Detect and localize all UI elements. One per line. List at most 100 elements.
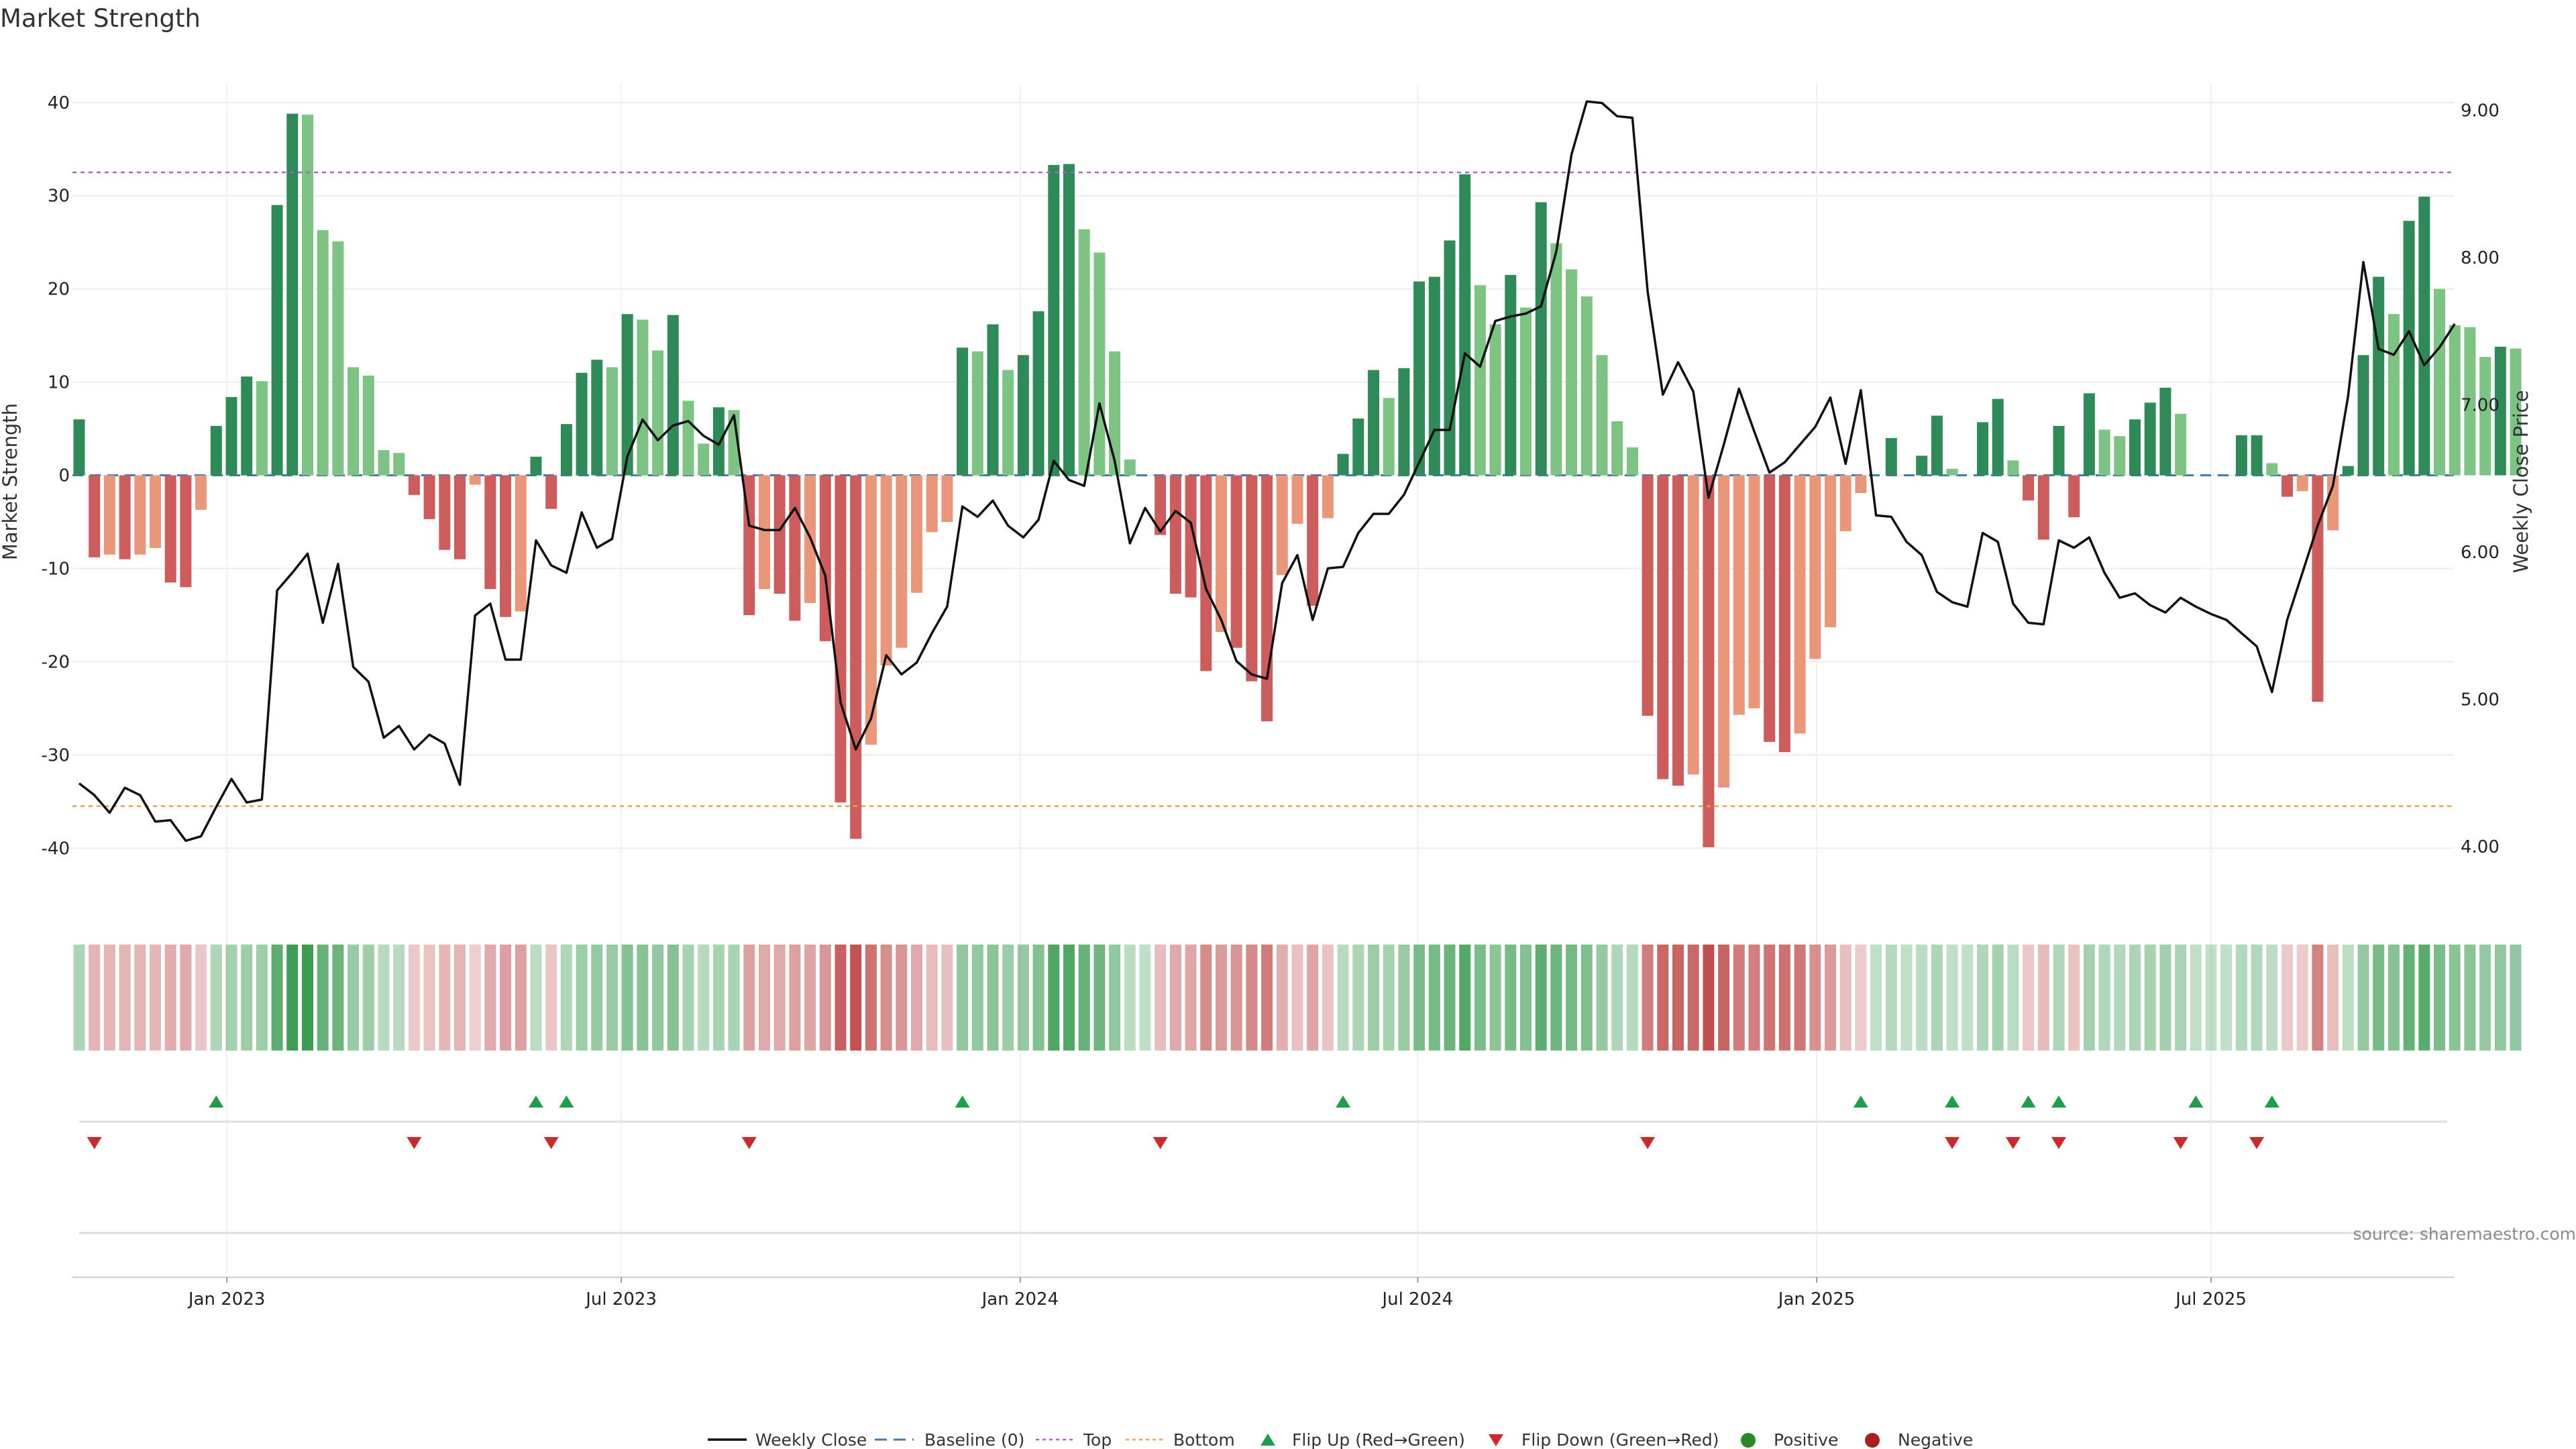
heatmap-cell	[1672, 945, 1684, 1051]
heatmap-cell	[1444, 945, 1456, 1051]
heatmap-cell	[2144, 945, 2156, 1051]
flip-down-marker	[2051, 1137, 2066, 1149]
legend-top-label: Top	[1083, 1430, 1112, 1449]
heatmap-cell	[1169, 945, 1181, 1051]
x-tick-label: Jul 2025	[2174, 1289, 2247, 1309]
heatmap-cell	[926, 945, 938, 1051]
heatmap-cell	[1048, 945, 1060, 1051]
heatmap-cell	[408, 945, 420, 1051]
strength-bar	[1383, 398, 1395, 476]
y-right-label: Weekly Close Price	[2510, 390, 2532, 574]
strength-bar	[515, 475, 527, 612]
strength-bar	[652, 350, 664, 476]
strength-bar	[393, 453, 405, 476]
strength-bar	[728, 410, 740, 476]
strength-bar	[2357, 355, 2369, 476]
heatmap-cell	[987, 945, 999, 1051]
strength-bar	[1216, 475, 1227, 632]
strength-bar	[1017, 355, 1029, 476]
strength-bar	[2479, 357, 2491, 476]
strength-bar	[1048, 164, 1060, 476]
heatmap-cell	[1368, 945, 1379, 1051]
strength-bar	[2510, 348, 2522, 476]
heatmap-cell	[89, 945, 101, 1051]
strength-bar	[2068, 475, 2080, 518]
y-left-ticks: 40 30 20 10 0 -10 -20 -30 -40	[42, 93, 70, 859]
heatmap-cell	[1839, 945, 1851, 1051]
legend-top: Top	[1036, 1430, 1112, 1449]
strength-bar	[1611, 421, 1623, 476]
strength-bar	[1124, 459, 1136, 476]
strength-bar	[1169, 475, 1181, 594]
strength-bar	[1855, 475, 1867, 493]
heatmap-cell	[1489, 945, 1501, 1051]
heatmap-cell	[2220, 945, 2233, 1051]
heatmap-cell	[850, 945, 862, 1051]
heatmap-cell	[2464, 945, 2476, 1051]
heatmap-cell	[2068, 945, 2080, 1051]
y-left-tick-label: 0	[58, 466, 70, 486]
heatmap-cell	[2479, 945, 2491, 1051]
strength-bar	[2296, 475, 2308, 492]
strength-bar	[835, 475, 847, 803]
heatmap-cell	[1474, 945, 1486, 1051]
strength-bar	[347, 367, 360, 476]
heatmap-cell	[119, 945, 131, 1051]
y-left-tick-label: 40	[48, 93, 70, 113]
strength-bar	[1093, 252, 1106, 476]
strength-bar	[378, 450, 390, 476]
heatmap-cell	[500, 945, 512, 1051]
y-left-tick-label: 10	[48, 373, 70, 393]
legend-bottom-label: Bottom	[1173, 1430, 1235, 1449]
y-right-tick-label: 8.00	[2461, 248, 2500, 268]
heatmap-cell	[560, 945, 572, 1051]
heatmap-cell	[2053, 945, 2065, 1051]
flip-down-marker	[1640, 1137, 1656, 1149]
strength-bar	[1839, 475, 1851, 531]
heatmap-cell	[712, 945, 724, 1051]
heatmap-cell	[2494, 945, 2506, 1051]
heatmap-cell	[2327, 945, 2339, 1051]
flip-up-marker	[2051, 1095, 2066, 1108]
y-left-tick-label: 30	[48, 186, 70, 207]
heatmap-cell	[1459, 945, 1471, 1051]
heatmap-cell	[2312, 945, 2324, 1051]
heatmap-cell	[332, 945, 344, 1051]
strength-bar	[880, 475, 892, 665]
heatmap-cell	[1748, 945, 1760, 1051]
heatmap-cell	[423, 945, 435, 1051]
heatmap-cell	[2434, 945, 2445, 1051]
strength-bar	[1520, 307, 1532, 476]
strength-bar	[1916, 455, 1928, 476]
heatmap-cell	[1778, 945, 1790, 1051]
heatmap-cell	[1596, 945, 1608, 1051]
strength-bar	[1946, 468, 1958, 476]
heatmap-cell	[1566, 945, 1578, 1051]
heatmap-cell	[103, 945, 115, 1051]
legend-baseline: Baseline (0)	[875, 1430, 1024, 1449]
heatmap-cell	[1946, 945, 1958, 1051]
heatmap-cell	[2282, 945, 2293, 1051]
strength-bar	[1580, 296, 1593, 476]
flip-up-marker	[559, 1095, 574, 1108]
heatmap-cell	[73, 945, 85, 1051]
y-left-tick-label: 20	[48, 280, 70, 300]
strength-bar	[439, 475, 451, 550]
heatmap-cell	[545, 945, 557, 1051]
heatmap-cell	[2296, 945, 2308, 1051]
strength-bar	[1322, 475, 1334, 519]
strength-bar	[134, 475, 146, 555]
strength-bar	[545, 475, 557, 509]
source-label: source: sharemaestro.com	[2353, 1224, 2576, 1244]
heatmap-cell	[1992, 945, 2004, 1051]
heatmap-cell	[2266, 945, 2278, 1051]
strength-bar	[2129, 419, 2141, 476]
heatmap-cell	[880, 945, 892, 1051]
heatmap-cell	[1916, 945, 1928, 1051]
strength-bar	[1657, 475, 1669, 780]
strength-bar	[1444, 240, 1456, 476]
heatmap-cell	[1337, 945, 1349, 1051]
heatmap-cell	[439, 945, 451, 1051]
heatmap-cell	[164, 945, 176, 1051]
strength-bar	[150, 475, 161, 548]
